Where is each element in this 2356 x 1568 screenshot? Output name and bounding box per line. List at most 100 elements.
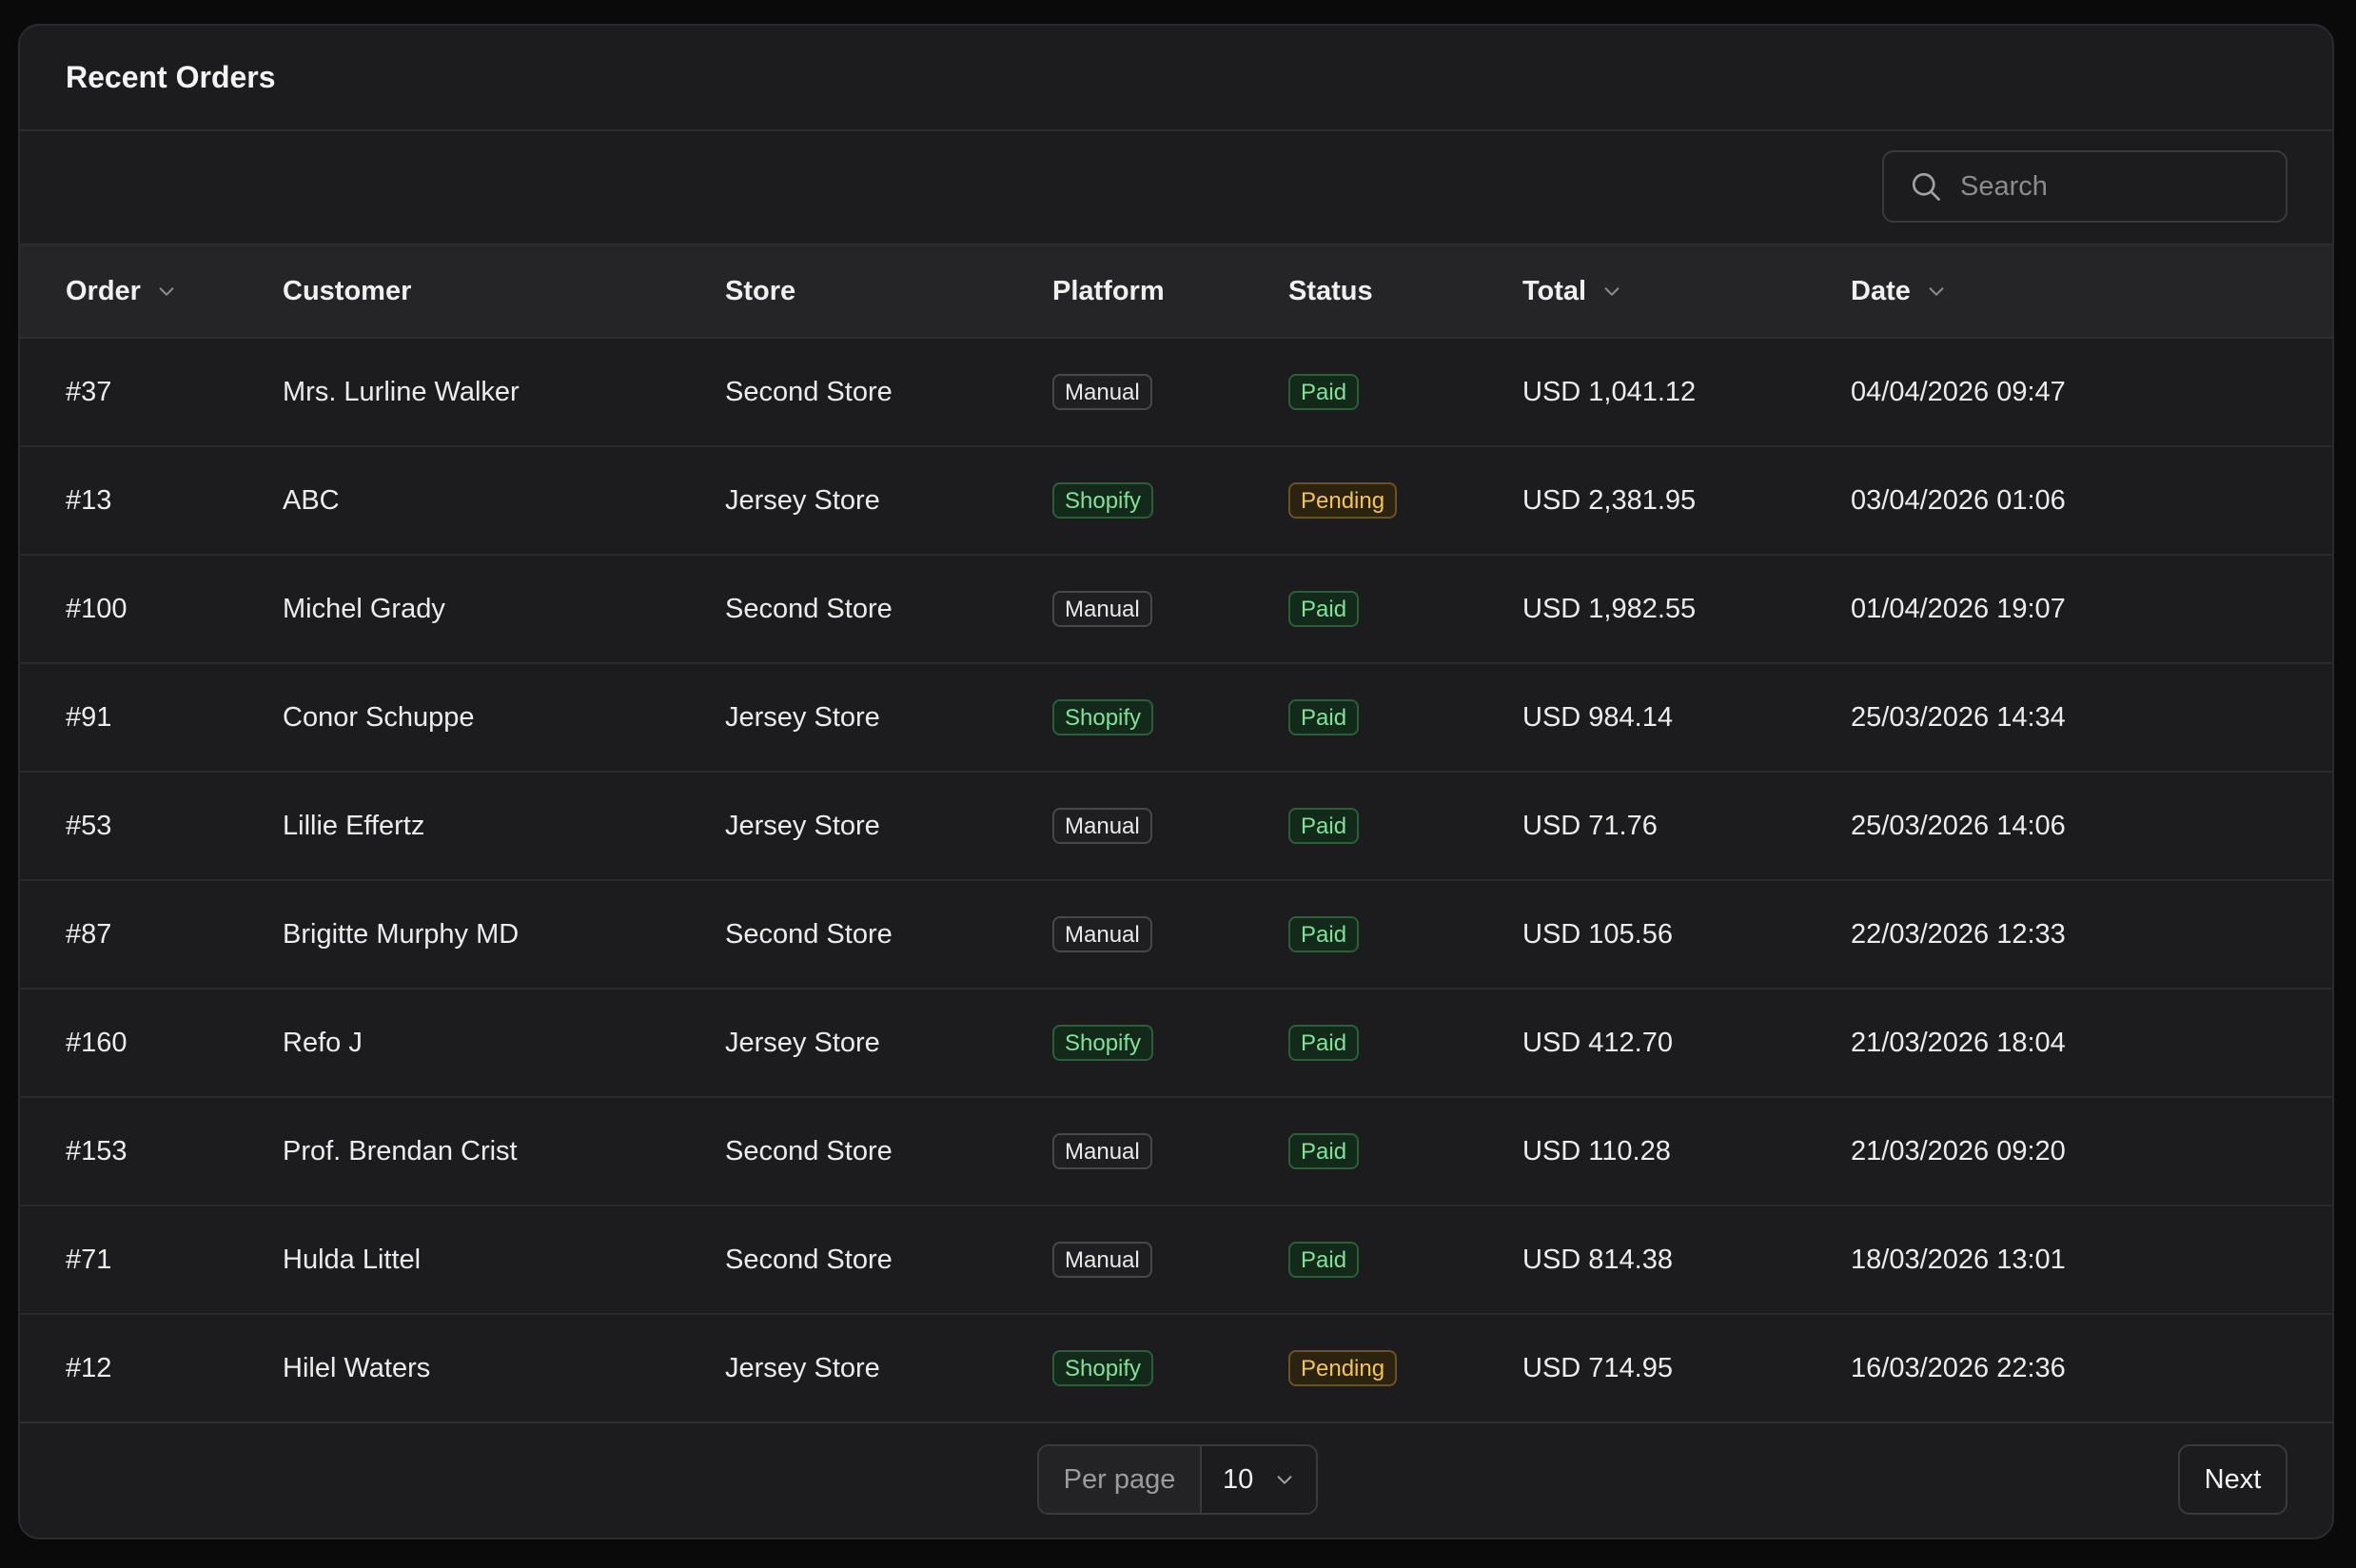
platform-badge: Shopify [1052,482,1154,519]
cell-total: USD 412.70 [1522,989,1851,1098]
order-total: USD 1,982.55 [1522,593,1697,624]
order-date: 18/03/2026 13:01 [1851,1244,2066,1275]
store-name: Jersey Store [725,484,880,516]
cell-customer: Lillie Effertz [283,772,725,881]
cell-date: 25/03/2026 14:06 [1851,772,2332,881]
column-header-label: Total [1522,275,1587,306]
column-header-total[interactable]: Total [1522,245,1851,339]
column-header-label: Store [725,275,796,306]
cell-date: 22/03/2026 12:33 [1851,880,2332,990]
table-row[interactable]: #53 Lillie Effertz Jersey Store Manual Paid U… [20,772,2332,881]
cell-total: USD 2,381.95 [1522,446,1851,556]
status-badge: Paid [1288,808,1360,844]
chevron-down-icon [159,287,174,296]
cell-date: 25/03/2026 14:34 [1851,663,2332,773]
cell-status: Paid [1288,880,1522,990]
per-page-select[interactable]: 10 [1202,1446,1316,1513]
cell-customer: Michel Grady [283,555,725,664]
platform-badge: Manual [1052,374,1152,410]
search-box[interactable] [1882,150,2287,223]
status-badge: Pending [1288,482,1398,519]
table-row[interactable]: #71 Hulda Littel Second Store Manual Paid USD… [20,1205,2332,1315]
platform-badge: Shopify [1052,1350,1154,1386]
customer-name: Hulda Littel [283,1244,422,1275]
cell-date: 18/03/2026 13:01 [1851,1205,2332,1315]
cell-order: #160 [20,989,283,1098]
cell-platform: Manual [1052,338,1288,447]
status-badge: Paid [1288,1025,1360,1061]
cell-order: #100 [20,555,283,664]
order-total: USD 412.70 [1522,1027,1673,1058]
search-input[interactable] [1958,169,2248,204]
cell-status: Paid [1288,989,1522,1098]
cell-store: Jersey Store [725,772,1052,881]
table-row[interactable]: #87 Brigitte Murphy MD Second Store Manual P… [20,880,2332,990]
cell-store: Jersey Store [725,663,1052,773]
orders-card: Recent Orders Order Customer Store Platf… [18,24,2334,1539]
cell-store: Second Store [725,555,1052,664]
chevron-down-icon [1604,287,1620,296]
table-row[interactable]: #160 Refo J Jersey Store Shopify Paid USD 412… [20,989,2332,1098]
per-page-label: Per page [1039,1446,1202,1513]
customer-name: Refo J [283,1027,363,1058]
order-number: #37 [66,376,112,407]
cell-platform: Shopify [1052,446,1288,556]
orders-table: Order Customer Store Platform Status Tot… [20,245,2332,1423]
order-date: 01/04/2026 19:07 [1851,593,2066,624]
column-header-label: Customer [283,275,412,306]
cell-status: Pending [1288,1314,1522,1423]
customer-name: Brigitte Murphy MD [283,918,520,950]
column-header-label: Order [66,275,141,306]
cell-total: USD 814.38 [1522,1205,1851,1315]
column-header-status: Status [1288,245,1522,339]
order-date: 21/03/2026 18:04 [1851,1027,2066,1058]
table-row[interactable]: #153 Prof. Brendan Crist Second Store Manua… [20,1097,2332,1206]
platform-badge: Manual [1052,591,1152,627]
cell-store: Jersey Store [725,446,1052,556]
cell-status: Paid [1288,663,1522,773]
table-row[interactable]: #37 Mrs. Lurline Walker Second Store Manual… [20,338,2332,447]
column-header-order[interactable]: Order [20,245,283,339]
cell-platform: Manual [1052,772,1288,881]
order-total: USD 71.76 [1522,810,1658,841]
table-row[interactable]: #91 Conor Schuppe Jersey Store Shopify Paid U… [20,663,2332,773]
card-title: Recent Orders [66,60,276,94]
table-row[interactable]: #100 Michel Grady Second Store Manual Paid US… [20,555,2332,664]
cell-date: 21/03/2026 18:04 [1851,989,2332,1098]
cell-total: USD 105.56 [1522,880,1851,990]
table-row[interactable]: #13 ABC Jersey Store Shopify Pending USD 2,38… [20,446,2332,556]
next-page-button[interactable]: Next [2178,1444,2287,1515]
cell-total: USD 984.14 [1522,663,1851,773]
cell-store: Second Store [725,1097,1052,1206]
cell-status: Paid [1288,1097,1522,1206]
column-header-label: Status [1288,275,1373,306]
order-total: USD 110.28 [1522,1135,1671,1166]
cell-platform: Manual [1052,880,1288,990]
status-badge: Paid [1288,916,1360,952]
table-row[interactable]: #12 Hilel Waters Jersey Store Shopify Pendin… [20,1314,2332,1423]
cell-order: #37 [20,338,283,447]
order-date: 25/03/2026 14:06 [1851,810,2066,841]
order-date: 22/03/2026 12:33 [1851,918,2066,950]
order-total: USD 984.14 [1522,701,1673,733]
store-name: Second Store [725,593,893,624]
status-badge: Paid [1288,591,1360,627]
cell-total: USD 1,982.55 [1522,555,1851,664]
store-name: Second Store [725,376,893,407]
cell-customer: Mrs. Lurline Walker [283,338,725,447]
order-total: USD 1,041.12 [1522,376,1697,407]
platform-badge: Manual [1052,1242,1152,1278]
cell-order: #53 [20,772,283,881]
cell-customer: ABC [283,446,725,556]
store-name: Second Store [725,1244,893,1275]
store-name: Jersey Store [725,810,880,841]
cell-status: Paid [1288,1205,1522,1315]
cell-status: Paid [1288,555,1522,664]
order-number: #13 [66,484,112,516]
cell-order: #13 [20,446,283,556]
cell-total: USD 71.76 [1522,772,1851,881]
pagination-footer: Per page 10 Next [20,1423,2332,1538]
cell-platform: Manual [1052,555,1288,664]
column-header-date[interactable]: Date [1851,245,2332,339]
cell-total: USD 1,041.12 [1522,338,1851,447]
